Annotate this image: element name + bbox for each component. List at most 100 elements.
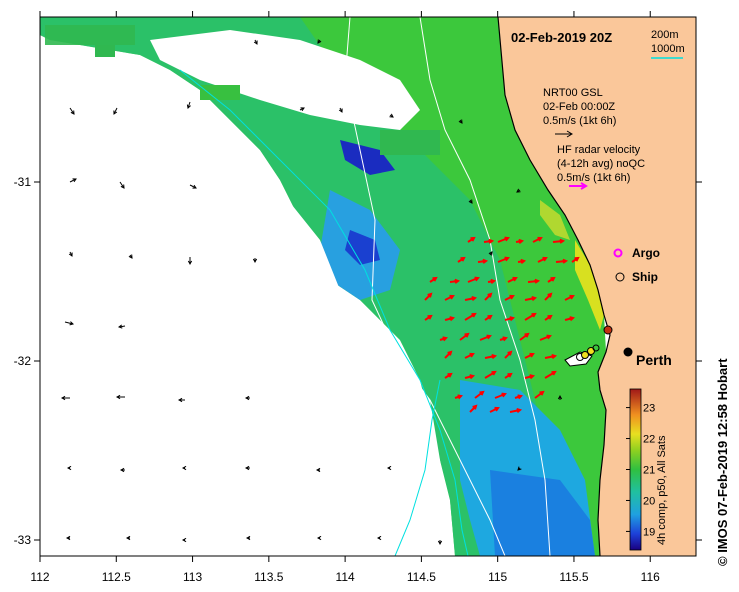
legend-hf-line1: HF radar velocity: [557, 144, 641, 156]
hf-arrow-head: [542, 256, 548, 262]
hf-arrow-head: [537, 236, 543, 242]
legend-gsl-line2: 02-Feb 00:00Z: [543, 101, 615, 113]
hf-arrow-head: [551, 354, 558, 360]
map-title: 02-Feb-2019 20Z: [511, 30, 612, 45]
gsl-arrow-head: [338, 108, 343, 113]
hf-arrow-head: [546, 334, 552, 340]
hf-arrow-head: [471, 312, 477, 318]
x-tick-label: 115.5: [559, 570, 588, 584]
legend-hf-line2: (4-12h avg) noQC: [557, 158, 645, 170]
ship-icon: [615, 272, 625, 282]
gsl-arrow-head: [244, 395, 250, 401]
gsl-arrow-head: [468, 199, 473, 204]
hf-arrow-head: [487, 292, 493, 298]
hf-arrow-head: [469, 374, 476, 380]
x-tick-label: 112.5: [102, 570, 131, 584]
legend-gsl-scale: 0.5m/s (1kt 6h): [543, 115, 616, 127]
hf-arrow-head: [472, 404, 478, 410]
gsl-arrow: [187, 101, 191, 109]
hf-arrow-head: [504, 256, 510, 262]
colorbar-ticks: 19 20 21 22 23: [626, 403, 655, 538]
hf-arrow-head: [551, 370, 557, 376]
gsl-arrow-head: [386, 465, 392, 471]
hf-arrow-head: [447, 350, 453, 356]
gsl-arrow: [119, 181, 125, 189]
gsl-arrow-head: [181, 465, 187, 471]
hf-arrow-head: [531, 296, 538, 302]
gsl-arrow-head: [181, 537, 187, 543]
hf-arrow-head: [432, 276, 438, 282]
legend: NRT00 GSL 02-Feb 00:00Z 0.5m/s (1kt 6h) …: [543, 87, 660, 284]
hf-arrow-head: [569, 294, 575, 300]
gsl-arrow-head: [70, 110, 75, 115]
gsl-arrow-head: [115, 394, 121, 400]
hf-radar-arrows: [424, 236, 580, 414]
x-tick-label: 112: [30, 570, 49, 584]
gsl-arrow-head: [68, 252, 73, 257]
hf-arrow-head: [469, 352, 475, 358]
hf-arrow-head: [494, 406, 500, 412]
gsl-arrow: [69, 178, 77, 183]
hf-arrow-head: [534, 278, 541, 284]
ship-markers: [576, 325, 613, 361]
coastline: [497, 16, 611, 557]
colorbar-label: 4h comp, p50, All Sats: [656, 435, 668, 545]
hf-arrow-head: [454, 278, 461, 284]
perth-label: Perth: [636, 352, 672, 368]
hf-arrow-head: [442, 336, 448, 342]
hf-arrow-head: [509, 294, 515, 300]
gsl-arrow-head: [557, 394, 563, 400]
hf-arrow-head: [550, 276, 556, 282]
hf-arrow-head: [460, 256, 466, 262]
hf-arrow-head: [447, 372, 453, 378]
y-tick-label: -32: [14, 354, 32, 368]
gsl-arrow-head: [186, 104, 191, 109]
isobath-1000-label: 1000m: [651, 43, 685, 55]
colorbar-tick-label: 21: [643, 465, 655, 477]
hf-arrow-head: [529, 352, 535, 358]
hf-arrow-head: [547, 314, 553, 320]
legend-argo: Argo: [632, 246, 660, 260]
axes: 112 112.5 113 113.5 114 114.5 115 115.5 116 -31 -3…: [14, 11, 702, 584]
gsl-arrow-head: [517, 466, 522, 471]
gsl-arrow-head: [317, 39, 322, 44]
hf-arrow-head: [427, 314, 433, 320]
isobaths: [179, 17, 551, 556]
gsl-arrow-head: [117, 324, 123, 329]
gsl-arrow-head: [389, 113, 394, 118]
gsl-arrow-head: [125, 535, 131, 541]
gsl-arrow-head: [458, 119, 463, 124]
hf-arrow-head: [539, 390, 545, 396]
hf-arrow-head: [502, 336, 508, 342]
hf-arrow-head: [529, 374, 536, 380]
gsl-arrow-head: [69, 321, 75, 326]
gsl-arrow-head: [128, 254, 133, 259]
hf-arrow-head: [520, 258, 527, 264]
gsl-arrow-head: [66, 465, 72, 471]
legend-hf-scale: 0.5m/s (1kt 6h): [557, 172, 630, 184]
colorbar-tick-label: 20: [643, 495, 655, 507]
hf-arrow-head: [488, 238, 495, 244]
x-tick-label: 114: [336, 570, 355, 584]
gsl-arrow-head: [245, 535, 251, 541]
hf-arrow-head: [569, 316, 576, 322]
argo-icon: [613, 248, 623, 258]
gsl-arrow-head: [187, 260, 193, 266]
gsl-arrow-head: [72, 178, 77, 183]
perth-marker: [623, 347, 633, 357]
gsl-arrow-head: [177, 397, 183, 403]
x-tick-label: 116: [641, 570, 660, 584]
gsl-arrow-head: [120, 184, 125, 189]
x-tick-label: 114.5: [407, 570, 436, 584]
gsl-arrow-head: [437, 540, 443, 546]
hf-arrow-head: [479, 390, 485, 396]
legend-ship: Ship: [632, 270, 658, 284]
x-tick-label: 113.5: [254, 570, 283, 584]
colorbar-tick-label: 19: [643, 526, 655, 538]
hf-arrow-head: [474, 276, 480, 282]
hf-arrow-head: [547, 292, 553, 298]
hf-arrow-head: [509, 316, 516, 322]
hf-arrow-head: [471, 296, 478, 302]
hf-arrow-head: [449, 294, 455, 300]
